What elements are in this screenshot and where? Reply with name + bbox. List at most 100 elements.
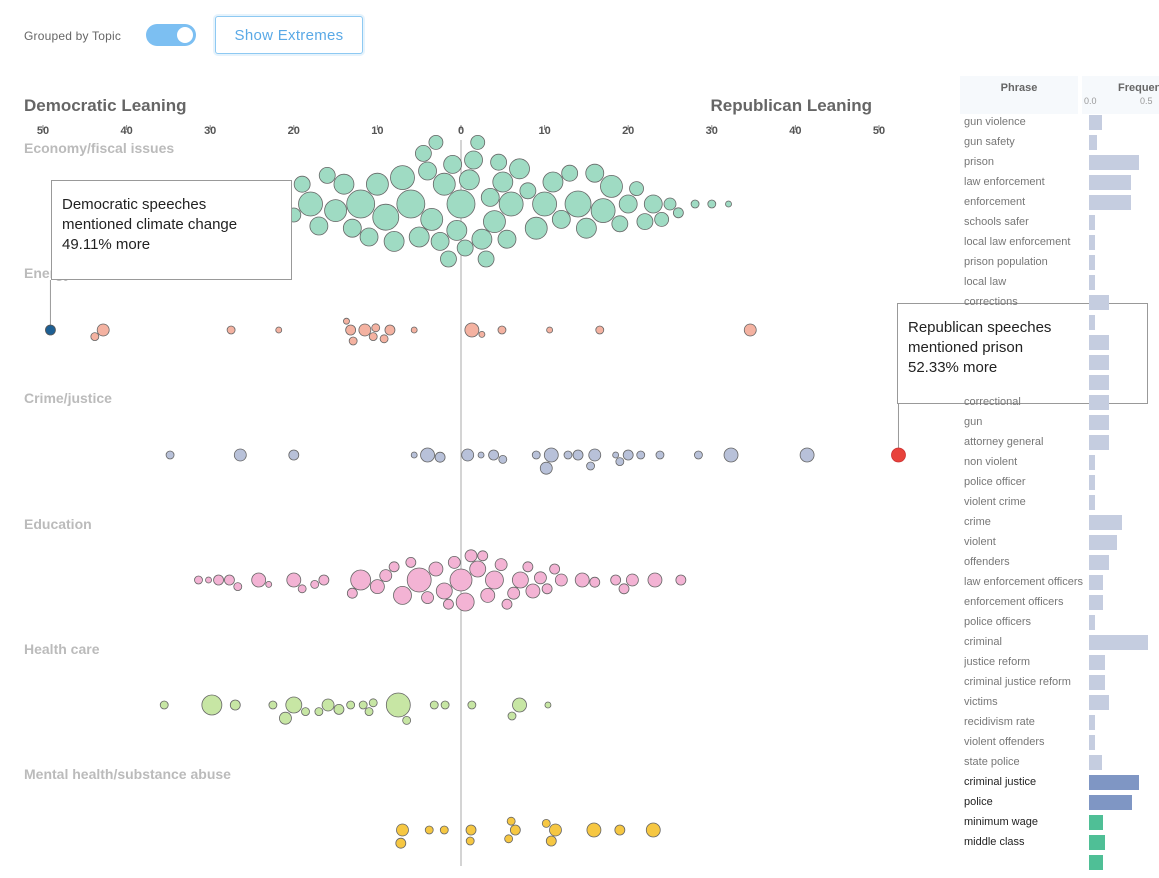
data-point[interactable]: [420, 207, 444, 231]
data-point[interactable]: [310, 580, 320, 589]
data-point[interactable]: [509, 158, 530, 180]
data-point[interactable]: [229, 699, 241, 711]
frequency-row[interactable]: gun violence: [960, 113, 1159, 133]
data-point[interactable]: [428, 134, 444, 150]
data-point[interactable]: [402, 716, 412, 725]
frequency-row[interactable]: corrections: [960, 293, 1159, 313]
data-point[interactable]: [554, 573, 568, 587]
data-point[interactable]: [600, 174, 623, 198]
data-point[interactable]: [346, 587, 358, 599]
data-point[interactable]: [477, 550, 489, 562]
data-point[interactable]: [549, 563, 561, 575]
data-point[interactable]: [490, 153, 508, 171]
data-point[interactable]: [467, 700, 477, 710]
data-point[interactable]: [707, 199, 717, 209]
frequency-row[interactable]: non violent: [960, 453, 1159, 473]
data-point[interactable]: [464, 549, 478, 563]
frequency-row[interactable]: police: [960, 793, 1159, 813]
data-point[interactable]: [509, 824, 521, 836]
data-point[interactable]: [446, 189, 476, 219]
data-point[interactable]: [324, 199, 348, 223]
data-point[interactable]: [371, 323, 381, 333]
data-point[interactable]: [233, 582, 243, 591]
frequency-row[interactable]: police officers: [960, 613, 1159, 633]
data-point[interactable]: [539, 461, 553, 475]
frequency-row[interactable]: victims: [960, 693, 1159, 713]
data-point[interactable]: [449, 568, 473, 592]
data-point[interactable]: [551, 209, 571, 229]
data-point[interactable]: [506, 816, 516, 826]
data-point[interactable]: [395, 837, 407, 849]
data-point[interactable]: [546, 326, 554, 334]
data-point[interactable]: [434, 451, 446, 463]
data-point[interactable]: [297, 584, 307, 594]
data-point[interactable]: [372, 203, 400, 231]
data-point[interactable]: [522, 561, 534, 573]
data-point[interactable]: [477, 451, 485, 459]
data-point[interactable]: [590, 198, 616, 224]
data-point[interactable]: [390, 165, 415, 191]
data-point[interactable]: [504, 834, 514, 844]
data-point[interactable]: [478, 330, 486, 338]
data-point[interactable]: [420, 447, 435, 463]
data-point[interactable]: [251, 572, 267, 588]
data-point[interactable]: [346, 700, 356, 710]
data-point[interactable]: [480, 588, 496, 603]
data-point[interactable]: [275, 326, 283, 334]
data-point[interactable]: [488, 449, 500, 461]
extreme-point-prison[interactable]: [891, 447, 906, 463]
data-point[interactable]: [464, 150, 483, 170]
data-point[interactable]: [563, 450, 573, 460]
frequency-row[interactable]: prison population: [960, 253, 1159, 273]
data-point[interactable]: [224, 574, 235, 586]
data-point[interactable]: [501, 598, 513, 610]
data-point[interactable]: [629, 181, 644, 197]
data-point[interactable]: [586, 461, 595, 471]
data-point[interactable]: [465, 836, 475, 846]
frequency-column-header[interactable]: Frequency 0.0 0.5: [1082, 76, 1159, 114]
data-point[interactable]: [421, 591, 434, 604]
data-point[interactable]: [359, 227, 379, 247]
data-point[interactable]: [205, 576, 212, 584]
data-point[interactable]: [636, 213, 654, 231]
data-point[interactable]: [301, 707, 310, 716]
data-point[interactable]: [314, 707, 324, 716]
data-point[interactable]: [159, 700, 169, 710]
frequency-row[interactable]: gun: [960, 413, 1159, 433]
data-point[interactable]: [725, 200, 732, 208]
data-point[interactable]: [342, 218, 362, 238]
data-point[interactable]: [406, 567, 432, 593]
data-point[interactable]: [201, 694, 223, 716]
data-point[interactable]: [464, 322, 480, 338]
data-point[interactable]: [268, 700, 278, 710]
data-point[interactable]: [492, 171, 514, 193]
show-extremes-button[interactable]: Show Extremes: [215, 16, 363, 54]
data-point[interactable]: [543, 447, 559, 463]
frequency-row[interactable]: correctional: [960, 393, 1159, 413]
data-point[interactable]: [379, 334, 389, 344]
data-point[interactable]: [279, 711, 292, 725]
data-point[interactable]: [611, 215, 629, 233]
data-point[interactable]: [470, 134, 486, 150]
frequency-row[interactable]: police officer: [960, 473, 1159, 493]
data-point[interactable]: [396, 189, 426, 219]
data-point[interactable]: [483, 210, 506, 234]
data-point[interactable]: [647, 572, 663, 588]
data-point[interactable]: [625, 573, 639, 587]
data-point[interactable]: [534, 571, 547, 585]
data-point[interactable]: [368, 332, 378, 342]
data-point[interactable]: [318, 166, 336, 184]
data-point[interactable]: [424, 825, 434, 835]
frequency-row[interactable]: enforcement officers: [960, 593, 1159, 613]
data-point[interactable]: [532, 191, 557, 217]
data-point[interactable]: [498, 454, 508, 464]
data-point[interactable]: [524, 216, 548, 240]
data-point[interactable]: [588, 448, 602, 462]
data-point[interactable]: [365, 172, 389, 196]
data-point[interactable]: [226, 325, 236, 335]
data-point[interactable]: [675, 574, 687, 586]
frequency-row[interactable]: [960, 353, 1159, 373]
data-point[interactable]: [194, 575, 203, 585]
data-point[interactable]: [285, 696, 303, 714]
frequency-row[interactable]: offenders: [960, 553, 1159, 573]
